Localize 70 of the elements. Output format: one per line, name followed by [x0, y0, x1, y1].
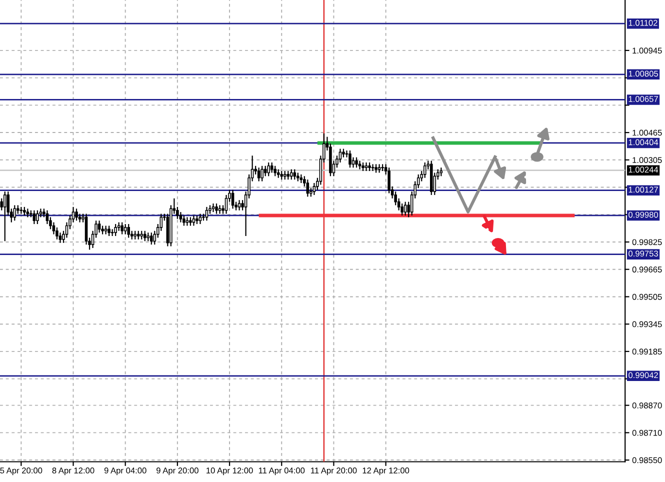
candlestick — [84, 213, 88, 246]
candlestick — [186, 216, 189, 226]
candlestick — [348, 150, 352, 168]
candlestick — [150, 232, 153, 246]
candlestick — [143, 230, 146, 242]
y-tick-label: 0.99825 — [632, 239, 662, 246]
x-tick-label: 9 Apr 20:00 — [156, 468, 198, 476]
x-tick-label: 8 Apr 12:00 — [52, 468, 94, 476]
candlestick — [32, 210, 36, 225]
candlestick — [114, 223, 117, 237]
y-tick-label: 0.98550 — [632, 457, 662, 464]
candlestick — [274, 165, 277, 177]
x-tick-label: 10 Apr 12:00 — [206, 468, 253, 476]
y-tick-label: 0.99505 — [632, 294, 662, 300]
candlestick — [127, 223, 130, 238]
candlestick — [400, 202, 404, 216]
candlestick — [124, 223, 127, 235]
candlestick — [215, 202, 218, 214]
y-tick-label: 0.99665 — [632, 266, 662, 272]
candlestick — [378, 164, 381, 174]
y-tick-label: 1.00305 — [632, 157, 662, 164]
candlestick — [56, 226, 58, 240]
candlestick — [224, 194, 228, 214]
x-tick-label: 11 Apr 04:00 — [258, 468, 305, 476]
candlestick — [108, 225, 110, 237]
ref-line-label: 0.99980 — [628, 212, 658, 218]
y-tick-label: 0.98710 — [632, 430, 662, 436]
candlestick — [267, 162, 270, 177]
ref-line-label: 1.01102 — [628, 20, 658, 26]
candlestick — [257, 167, 260, 182]
candlestick — [98, 220, 101, 234]
candlestick — [358, 160, 362, 170]
ref-line-label: 1.00657 — [628, 96, 658, 102]
x-tick-label: 11 Apr 20:00 — [311, 468, 357, 476]
candlestick — [3, 190, 6, 242]
y-tick-label: 0.98870 — [632, 402, 662, 408]
candlestick — [182, 214, 186, 226]
x-tick-label: 12 Apr 12:00 — [362, 468, 410, 476]
ref-line-label: 1.00244 — [628, 166, 658, 173]
candlestick — [75, 208, 78, 222]
ref-line-label: 1.00805 — [628, 70, 658, 77]
candlestick — [218, 204, 222, 214]
candlestick — [238, 200, 241, 211]
candlestick — [120, 222, 124, 235]
candlestick — [46, 210, 49, 225]
candlestick — [312, 182, 316, 196]
ref-line-label: 0.99753 — [628, 250, 658, 257]
candlestick — [371, 164, 374, 172]
candlestick — [205, 206, 208, 222]
candlestick — [36, 210, 39, 225]
y-tick-label: 1.00945 — [632, 48, 662, 54]
y-tick-label: 0.99185 — [632, 348, 662, 355]
candlestick — [404, 201, 407, 216]
candlestick — [290, 168, 293, 180]
candlestick — [0, 198, 4, 211]
y-tick-label: 0.99345 — [632, 321, 662, 328]
x-tick-label: 9 Apr 04:00 — [104, 468, 146, 476]
candlestick — [13, 204, 16, 222]
candlestick — [355, 156, 358, 168]
ref-line-label: 1.00404 — [628, 139, 658, 146]
x-tick-label: 5 Apr 20:00 — [0, 468, 42, 476]
candlestick — [306, 179, 310, 198]
candlestick — [260, 165, 264, 182]
candlestick — [423, 162, 426, 178]
candlestick — [212, 202, 215, 213]
ref-line-label: 0.99042 — [628, 372, 658, 378]
y-tick-label: 1.00465 — [632, 130, 662, 136]
ref-line-label: 1.00127 — [628, 186, 658, 193]
candlestick — [338, 148, 342, 164]
candlestick — [364, 162, 368, 172]
